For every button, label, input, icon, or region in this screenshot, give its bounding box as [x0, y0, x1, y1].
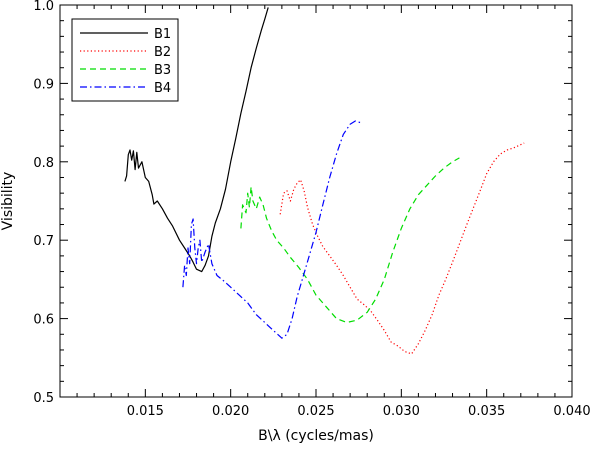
- legend-label-b3: B3: [154, 63, 171, 78]
- legend-label-b2: B2: [154, 45, 171, 60]
- y-axis-label: Visibility: [0, 172, 16, 231]
- y-tick-label: 0.5: [33, 391, 54, 406]
- series-line-b4: [182, 120, 361, 339]
- x-tick-label: 0.030: [383, 404, 420, 419]
- y-axis: 0.5 0.6 0.7 0.8 0.9 1.0: [33, 0, 572, 406]
- y-tick-label: 1.0: [33, 0, 54, 14]
- x-tick-label: 0.035: [468, 404, 505, 419]
- y-tick-label: 0.8: [33, 156, 54, 171]
- series-line-b3: [240, 157, 460, 324]
- x-tick-label: 0.025: [297, 404, 334, 419]
- y-tick-label: 0.9: [33, 77, 54, 92]
- y-tick-label: 0.7: [33, 234, 54, 249]
- y-tick-label: 0.6: [33, 313, 54, 328]
- x-tick-label: 0.020: [212, 404, 249, 419]
- x-axis-label: B\λ (cycles/mas): [258, 428, 374, 444]
- legend: B1 B2 B3 B4: [71, 18, 179, 102]
- x-axis: 0.015 0.020 0.025 0.030 0.035 0.040: [76, 5, 591, 419]
- series-line-b2: [279, 142, 525, 355]
- legend-label-b4: B4: [154, 81, 171, 96]
- series-layer: [124, 7, 525, 355]
- x-tick-label: 0.040: [553, 404, 590, 419]
- legend-label-b1: B1: [154, 27, 171, 42]
- series-line-b1: [124, 7, 269, 273]
- x-tick-label: 0.015: [127, 404, 164, 419]
